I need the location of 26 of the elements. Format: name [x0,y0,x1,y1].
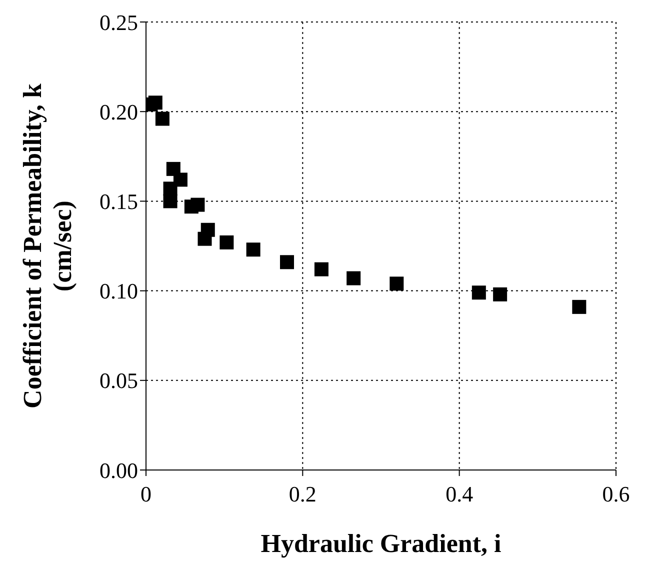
point [163,194,178,208]
point [155,112,170,126]
point [572,300,586,314]
point [198,232,212,246]
x-tick-label: 0.6 [602,482,630,507]
point [148,96,162,110]
point [246,242,260,257]
point [390,276,404,291]
x-tick-label: 0.4 [446,482,474,507]
x-tick-label: 0 [140,482,152,507]
x-tick-label: 0.2 [288,482,316,507]
y-tick-label: 0.15 [100,189,138,214]
y-tick-label: 0.25 [100,10,138,35]
point [220,235,234,250]
point [493,287,508,302]
x-axis-title: Hydraulic Gradient, i [260,529,502,558]
point [190,198,205,212]
y-tick-label: 0.05 [100,368,138,394]
y-tick-label: 0.00 [100,458,138,483]
point [472,286,486,300]
point [280,255,294,270]
point [314,262,328,276]
point [346,271,361,286]
y-tick-label: 0.10 [100,278,138,304]
y-axis-title: Coefficient of Permeability, k (cm/sec) [18,83,77,408]
y-tick-label: 0.20 [100,99,138,124]
